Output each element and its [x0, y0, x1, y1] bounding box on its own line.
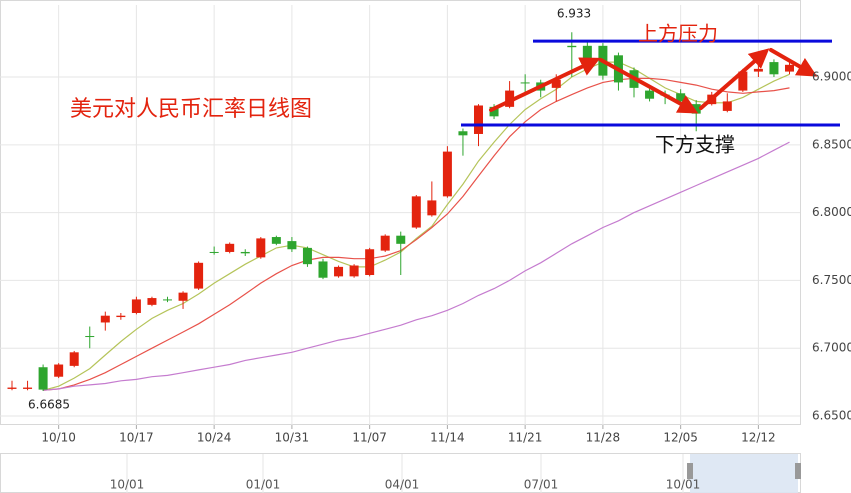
x-tick-label: 11/21: [508, 431, 543, 445]
arrow: [769, 48, 818, 77]
x-tick-label: 10/17: [119, 431, 154, 445]
candle-body: [442, 151, 452, 197]
candle-body: [7, 387, 17, 389]
x-tick-label: 11/07: [352, 431, 387, 445]
candle-body: [582, 45, 592, 59]
candle-body: [427, 200, 437, 216]
y-tick-label: 6.8000: [812, 205, 851, 219]
y-tick-label: 6.6500: [812, 409, 851, 423]
candle-body: [458, 131, 468, 136]
y-tick-label: 6.7000: [812, 341, 851, 355]
candle-body: [116, 315, 126, 318]
candle-body: [271, 237, 281, 244]
candle-body: [505, 90, 515, 107]
candle-body: [147, 298, 157, 305]
level-layer: [461, 39, 840, 127]
moving-average-line: [43, 141, 790, 391]
level-label: 下方支撑: [655, 133, 735, 157]
arrow: [599, 58, 699, 114]
candle-body: [209, 251, 219, 253]
navigator-handle[interactable]: [795, 463, 801, 479]
x-tick-label: 10/31: [275, 431, 310, 445]
candle-body: [256, 238, 266, 258]
candle-body: [287, 241, 297, 250]
low-label: 6.6685: [28, 398, 70, 412]
ma-layer: [42, 61, 790, 391]
level-label: 上方压力: [638, 22, 718, 46]
candle-body: [178, 292, 188, 301]
arrow: [489, 57, 601, 112]
candle-body: [69, 352, 79, 366]
candle-body: [489, 106, 499, 117]
navigator-label: 01/01: [246, 478, 281, 492]
candle-body: [396, 235, 406, 244]
candle-body: [645, 90, 655, 99]
navigator-label: 10/01: [110, 478, 145, 492]
candle-body: [194, 262, 204, 289]
candle-body: [85, 336, 95, 338]
y-tick-label: 6.7500: [812, 273, 851, 287]
y-tick-label: 6.8500: [812, 137, 851, 151]
candle-body: [753, 68, 763, 72]
candle-body: [785, 64, 794, 72]
moving-average-line: [43, 77, 790, 391]
x-tick-label: 12/05: [663, 431, 698, 445]
candle-body: [567, 45, 577, 48]
trend-arrows: [489, 48, 818, 114]
candle-body: [738, 71, 748, 91]
candle-body: [722, 101, 732, 111]
moving-average-line: [42, 61, 790, 391]
candle-body: [54, 364, 64, 377]
candle-body: [38, 367, 48, 390]
navigator-label: 10/01: [666, 478, 701, 492]
candle-body: [334, 266, 344, 277]
candle-body: [100, 315, 110, 323]
x-tick-label: 11/14: [430, 431, 465, 445]
chart-title: 美元对人民币汇率日线图: [70, 97, 312, 122]
x-tick-label: 12/12: [741, 431, 776, 445]
navigator-handle[interactable]: [687, 463, 693, 479]
high-label: 6.933: [557, 7, 591, 21]
candle-body: [23, 387, 33, 389]
candle-body: [365, 249, 375, 276]
candle-body: [240, 251, 250, 254]
arrow: [699, 48, 770, 110]
candle-body: [769, 62, 779, 75]
candle-body: [411, 196, 421, 228]
candle-body: [520, 82, 530, 84]
candle-body: [551, 79, 561, 88]
candle-body: [131, 299, 141, 313]
navigator-label: 07/01: [524, 478, 559, 492]
candle-body: [474, 105, 483, 134]
navigator: 10/01 01/01 04/01 07/01 10/01: [0, 453, 801, 493]
candle-body: [302, 247, 312, 265]
candle-body: [380, 235, 390, 251]
y-tick-label: 6.9000: [812, 70, 851, 84]
candle-body: [225, 243, 235, 252]
candle-body: [163, 299, 172, 301]
navigator-frame: [0, 453, 801, 493]
navigator-selection[interactable]: [690, 454, 798, 493]
x-tick-label: 10/24: [197, 431, 232, 445]
x-tick-label: 10/10: [41, 431, 76, 445]
candle-body: [349, 265, 359, 277]
x-tick-label: 11/28: [586, 431, 621, 445]
navigator-label: 04/01: [385, 478, 420, 492]
candle-body: [318, 261, 328, 278]
